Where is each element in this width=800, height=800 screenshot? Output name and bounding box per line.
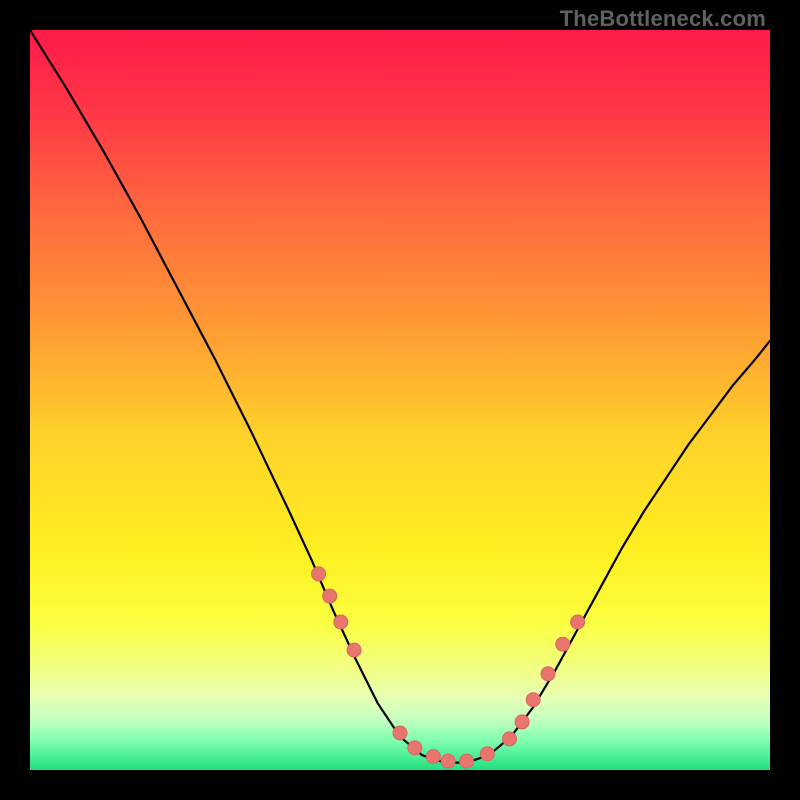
curve-marker [515, 715, 529, 729]
curve-marker [347, 643, 361, 657]
curve-marker [460, 754, 474, 768]
curve-marker [541, 667, 555, 681]
plot-area [30, 30, 770, 770]
curve-marker [393, 726, 407, 740]
curve-marker [480, 747, 494, 761]
bottleneck-curve [30, 30, 770, 770]
curve-marker [571, 615, 585, 629]
curve-marker [441, 754, 455, 768]
curve-line [30, 30, 770, 763]
frame-left [0, 0, 30, 800]
curve-marker [334, 615, 348, 629]
curve-marker [312, 567, 326, 581]
curve-marker [323, 589, 337, 603]
curve-marker [426, 750, 440, 764]
chart-container: TheBottleneck.com [0, 0, 800, 800]
frame-right [770, 0, 800, 800]
curve-markers [312, 567, 585, 768]
curve-marker [408, 741, 422, 755]
watermark-text: TheBottleneck.com [560, 6, 766, 32]
curve-marker [556, 637, 570, 651]
curve-marker [526, 693, 540, 707]
frame-bottom [0, 770, 800, 800]
curve-marker [503, 732, 517, 746]
